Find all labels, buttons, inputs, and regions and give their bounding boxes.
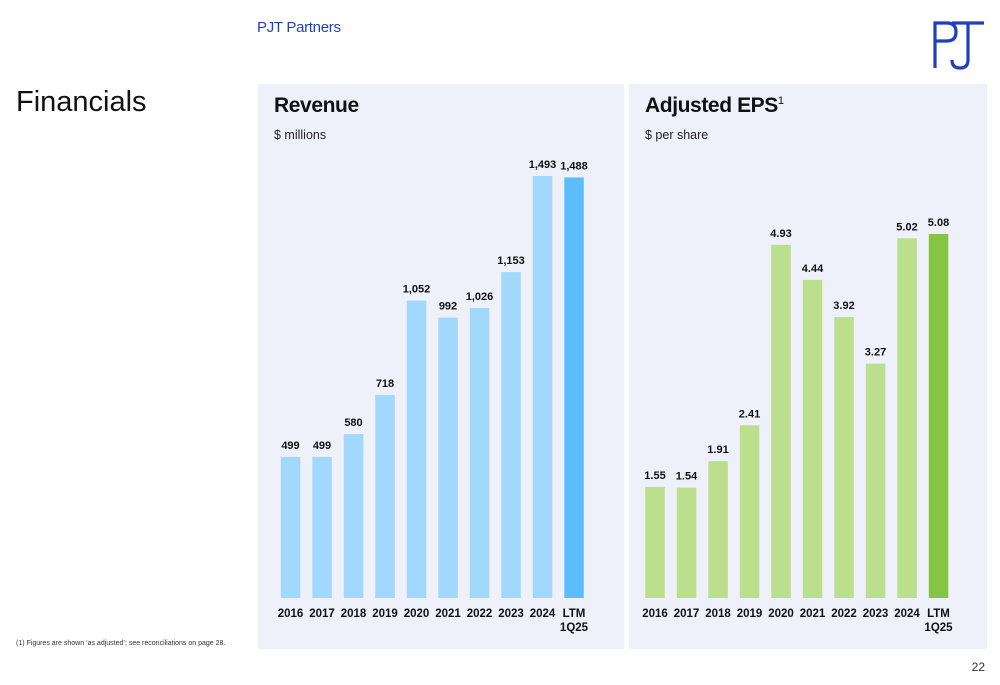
eps-category-label: 2018 [705, 608, 731, 620]
revenue-category-label: 2019 [372, 608, 398, 620]
revenue-category-label: LTM 1Q25 [560, 608, 589, 634]
eps-category-label: 2021 [800, 608, 826, 620]
revenue-bar [564, 177, 584, 598]
revenue-category-label: 2020 [404, 608, 430, 620]
eps-bar [708, 461, 728, 598]
eps-value-label: 5.02 [896, 221, 917, 233]
eps-category-label: 2024 [894, 608, 920, 620]
revenue-category-label: 2023 [498, 608, 524, 620]
revenue-value-label: 1,488 [560, 160, 588, 172]
eps-value-label: 4.93 [770, 228, 791, 240]
revenue-category-label: 2022 [467, 608, 493, 620]
eps-bar [645, 486, 665, 598]
revenue-chart-subtitle: $ millions [274, 128, 327, 142]
eps-category-label: 2023 [863, 608, 889, 620]
footnote: (1) Figures are shown ‘as adjusted’; see… [16, 640, 226, 647]
revenue-bar [532, 176, 553, 598]
eps-bar-chart: 1.55 2016 1.54 2017 1.91 2018 2.41 2019 4.93 2020… [642, 217, 953, 634]
revenue-bar [343, 434, 364, 598]
page-title: Financials [16, 86, 147, 118]
eps-bar [834, 317, 854, 598]
revenue-category-label: 2017 [309, 608, 335, 620]
eps-value-label: 3.92 [833, 300, 854, 312]
eps-value-label: 2.41 [739, 408, 760, 420]
eps-bar [771, 244, 791, 599]
revenue-category-label: 2016 [278, 608, 304, 620]
eps-category-label: 2022 [831, 608, 857, 620]
revenue-bar-chart: 499 2016 499 2017 580 2018 718 2019 1,052 2020 992… [278, 159, 589, 634]
revenue-value-label: 1,493 [529, 159, 557, 171]
eps-bar [865, 363, 886, 598]
revenue-bar [406, 300, 427, 598]
eps-bar [739, 425, 760, 598]
revenue-chart-panel: Revenue $ millions 499 2016 499 2017 580 2018… [258, 84, 624, 649]
page-number: 22 [971, 660, 985, 674]
revenue-value-label: 1,026 [466, 291, 494, 303]
revenue-category-label: 2024 [530, 608, 556, 620]
pjt-logo-icon [933, 21, 984, 70]
revenue-value-label: 499 [313, 440, 331, 452]
revenue-value-label: 992 [439, 301, 457, 313]
eps-category-label: LTM 1Q25 [924, 608, 953, 634]
eps-value-label: 5.08 [928, 217, 949, 229]
revenue-bar [312, 456, 332, 598]
eps-value-label: 1.91 [707, 444, 728, 456]
revenue-category-label: 2021 [435, 608, 461, 620]
eps-bar [676, 487, 697, 598]
eps-value-label: 1.54 [676, 471, 698, 483]
revenue-bar [375, 395, 395, 598]
eps-category-label: 2017 [674, 608, 700, 620]
eps-bar [897, 238, 917, 599]
revenue-value-label: 1,052 [403, 284, 431, 296]
revenue-bar [438, 317, 458, 598]
revenue-value-label: 499 [281, 440, 299, 452]
eps-bar [928, 234, 949, 598]
eps-category-label: 2020 [768, 608, 794, 620]
revenue-value-label: 718 [376, 378, 394, 390]
revenue-bar [501, 272, 521, 598]
eps-bar [802, 279, 823, 598]
brand-name: PJT Partners [257, 19, 341, 36]
eps-chart-subtitle: $ per share [645, 128, 709, 142]
eps-value-label: 1.55 [644, 470, 665, 482]
revenue-category-label: 2018 [341, 608, 367, 620]
eps-chart-title: Adjusted EPS1 [645, 94, 784, 117]
eps-chart-panel: Adjusted EPS1 $ per share 1.55 2016 1.54 20… [629, 84, 987, 649]
eps-category-label: 2016 [642, 608, 668, 620]
eps-value-label: 4.44 [802, 263, 824, 275]
revenue-chart-title: Revenue [274, 94, 359, 117]
revenue-value-label: 580 [344, 417, 362, 429]
eps-category-label: 2019 [737, 608, 763, 620]
revenue-bar [469, 308, 490, 598]
revenue-bar [280, 456, 301, 598]
revenue-value-label: 1,153 [497, 255, 525, 267]
eps-value-label: 3.27 [865, 347, 886, 359]
